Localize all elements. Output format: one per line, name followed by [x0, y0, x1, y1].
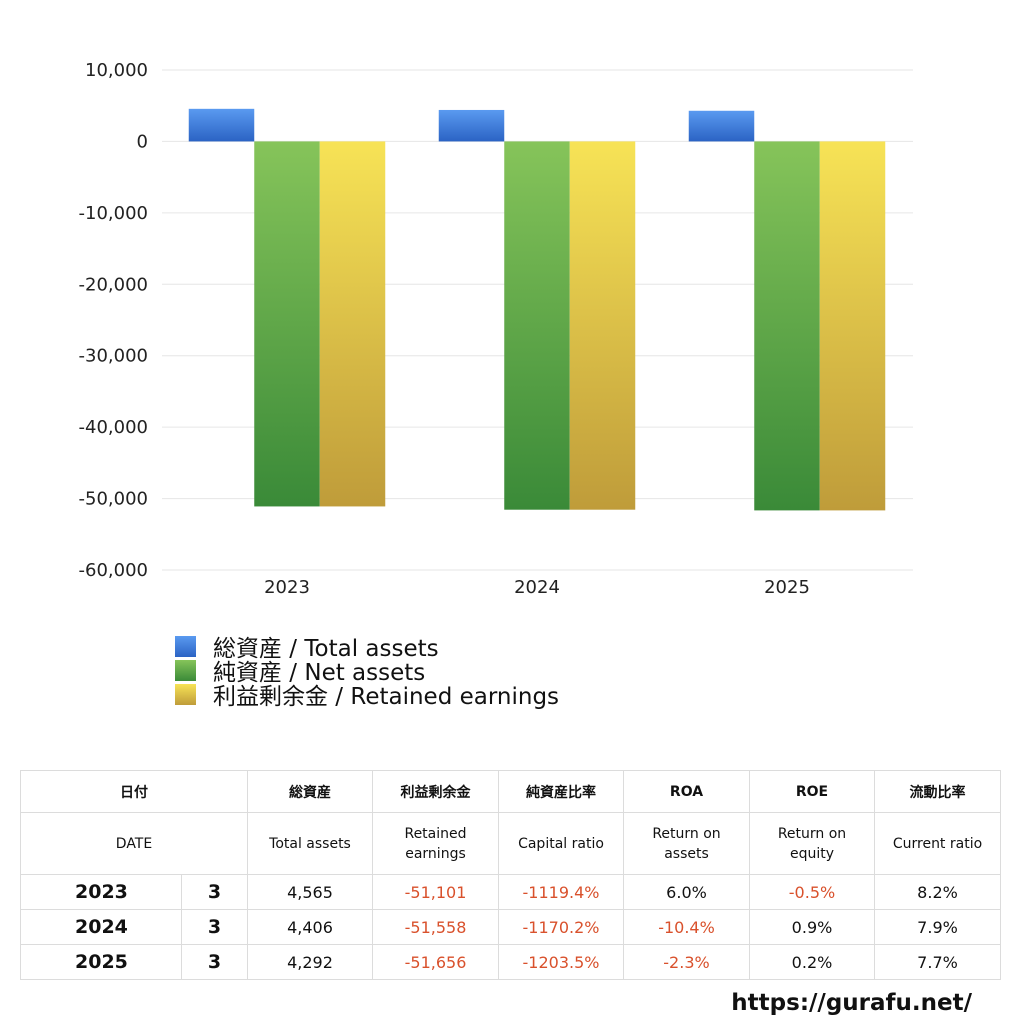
y-tick-label: 10,000	[85, 60, 148, 81]
cell-current-ratio: 8.2%	[874, 874, 1001, 910]
y-tick-label: -30,000	[79, 346, 148, 367]
cell-retained-earnings: -51,101	[372, 874, 499, 910]
chart-svg: 10,000 0 -10,000 -20,000 -30,000 -40,000 -50,0…	[79, 60, 913, 598]
header-roa-jp: ROA	[623, 770, 750, 813]
y-tick-label: -10,000	[79, 203, 148, 224]
header-total-assets-en: Total assets	[247, 812, 373, 875]
cell-roe: 0.9%	[749, 909, 875, 945]
y-tick-label: -40,000	[79, 417, 148, 438]
legend-label-total-assets: 総資産 / Total assets	[213, 636, 439, 662]
table-row: 2024 3 4,406 -51,558 -1170.2% -10.4% 0.9…	[20, 909, 1001, 945]
header-retained-earnings-en: Retained earnings	[372, 812, 499, 875]
y-tick-label: -20,000	[79, 274, 148, 295]
legend-swatch-retained-earnings	[175, 683, 196, 705]
header-current-ratio-en: Current ratio	[874, 812, 1001, 875]
header-capital-ratio-en: Capital ratio	[498, 812, 624, 875]
cell-year: 2025	[20, 944, 182, 980]
cell-roe: 0.2%	[749, 944, 875, 980]
legend-swatch-total-assets	[175, 635, 196, 657]
cell-total-assets: 4,565	[247, 874, 373, 910]
cell-total-assets: 4,406	[247, 909, 373, 945]
bar-total-assets-2024	[438, 109, 505, 142]
header-capital-ratio-jp: 純資産比率	[498, 770, 624, 813]
header-total-assets-jp: 総資産	[247, 770, 373, 813]
bar-net-assets-2023	[254, 141, 320, 507]
table-header-row-en: DATE Total assets Retained earnings Capit…	[20, 812, 1001, 875]
legend-item-retained-earnings: 利益剰余金 / Retained earnings	[175, 682, 559, 710]
x-tick-label: 2024	[514, 577, 560, 598]
header-retained-earnings-jp: 利益剰余金	[372, 770, 499, 813]
y-tick-label: -60,000	[79, 560, 148, 581]
x-tick-label: 2023	[264, 577, 310, 598]
y-tick-label: -50,000	[79, 489, 148, 510]
table-row: 2025 3 4,292 -51,656 -1203.5% -2.3% 0.2%…	[20, 944, 1001, 980]
bar-total-assets-2025	[688, 110, 755, 142]
cell-current-ratio: 7.9%	[874, 909, 1001, 945]
bar-net-assets-2025	[754, 141, 820, 511]
cell-capital-ratio: -1170.2%	[498, 909, 624, 945]
cell-capital-ratio: -1119.4%	[498, 874, 624, 910]
bar-chart: 10,000 0 -10,000 -20,000 -30,000 -40,000 -50,0…	[79, 60, 913, 598]
cell-total-assets: 4,292	[247, 944, 373, 980]
header-date-en: DATE	[20, 812, 248, 875]
cell-retained-earnings: -51,656	[372, 944, 499, 980]
legend-swatch-net-assets	[175, 659, 196, 681]
x-tick-label: 2025	[764, 577, 810, 598]
header-roa-en: Return on assets	[623, 812, 750, 875]
legend-item-total-assets: 総資産 / Total assets	[175, 634, 559, 662]
legend-label-net-assets: 純資産 / Net assets	[213, 660, 426, 686]
y-tick-label: 0	[137, 131, 148, 152]
legend-label-retained-earnings: 利益剰余金 / Retained earnings	[213, 684, 560, 710]
header-roe-en: Return on equity	[749, 812, 875, 875]
source-url-link[interactable]: https://gurafu.net/	[731, 990, 972, 1016]
cell-year: 2023	[20, 874, 182, 910]
bar-retained-earnings-2024	[569, 141, 636, 510]
bar-net-assets-2024	[504, 141, 570, 510]
bar-retained-earnings-2025	[819, 141, 886, 511]
cell-year: 2024	[20, 909, 182, 945]
cell-month: 3	[181, 909, 248, 945]
cell-roa: 6.0%	[623, 874, 750, 910]
cell-roa: -10.4%	[623, 909, 750, 945]
cell-retained-earnings: -51,558	[372, 909, 499, 945]
cell-month: 3	[181, 874, 248, 910]
cell-capital-ratio: -1203.5%	[498, 944, 624, 980]
bar-retained-earnings-2023	[319, 141, 386, 507]
header-roe-jp: ROE	[749, 770, 875, 813]
cell-roe: -0.5%	[749, 874, 875, 910]
table-header-row-jp: 日付 総資産 利益剰余金 純資産比率 ROA ROE 流動比率	[20, 770, 1001, 813]
financial-summary-table: 日付 総資産 利益剰余金 純資産比率 ROA ROE 流動比率 DATE Tot…	[20, 770, 1001, 980]
bar-total-assets-2023	[188, 108, 255, 142]
cell-roa: -2.3%	[623, 944, 750, 980]
header-date-jp: 日付	[20, 770, 248, 813]
cell-month: 3	[181, 944, 248, 980]
cell-current-ratio: 7.7%	[874, 944, 1001, 980]
header-current-ratio-jp: 流動比率	[874, 770, 1001, 813]
table-row: 2023 3 4,565 -51,101 -1119.4% 6.0% -0.5%…	[20, 874, 1001, 910]
chart-legend: 総資産 / Total assets 純資産 / Net assets 利益剰余…	[175, 634, 559, 710]
legend-item-net-assets: 純資産 / Net assets	[175, 658, 559, 686]
